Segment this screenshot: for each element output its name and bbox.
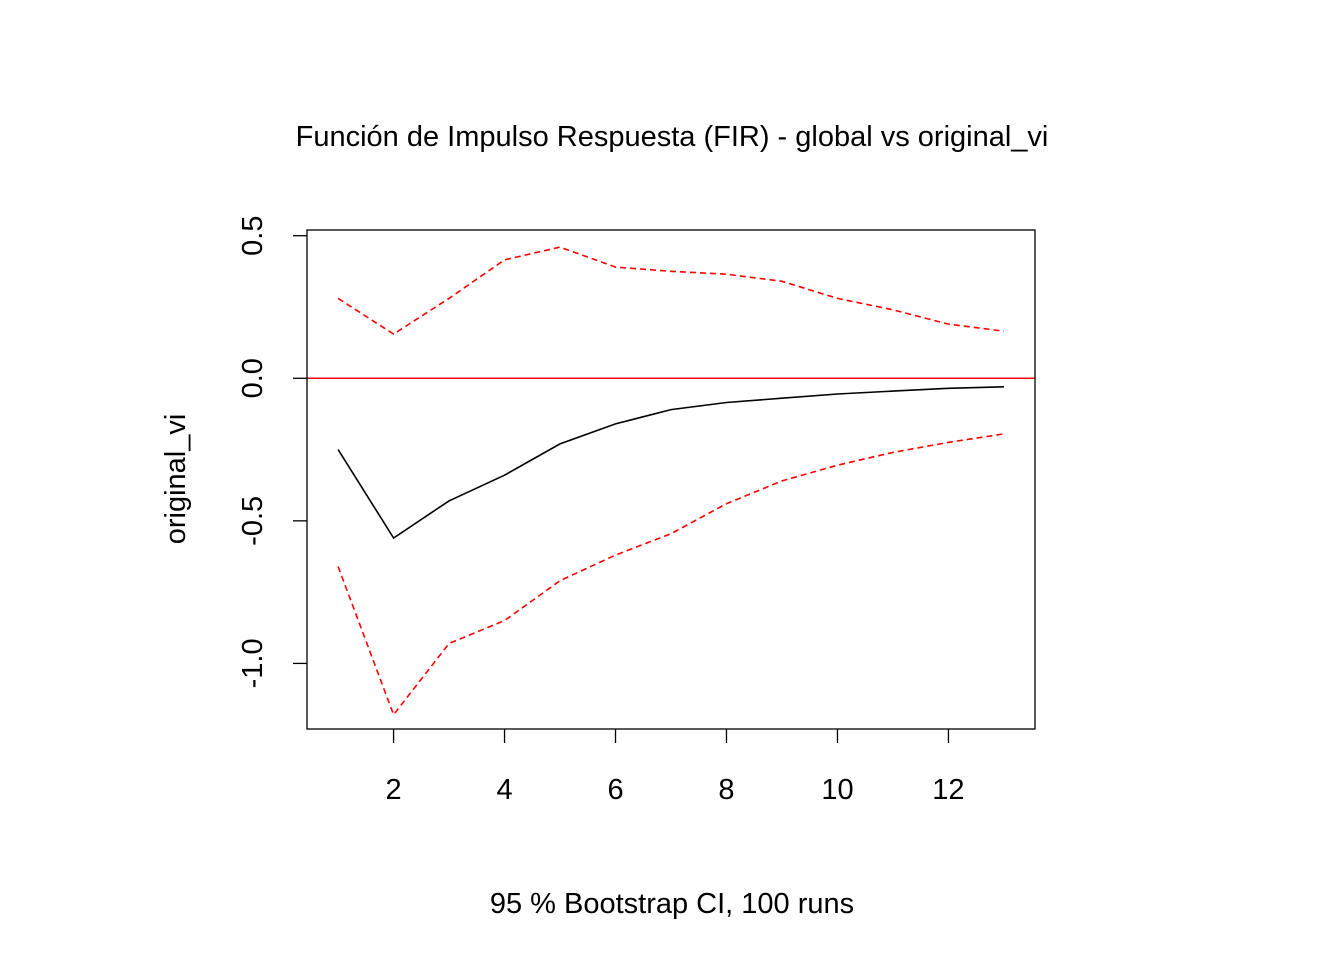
plot-area — [307, 246, 1035, 717]
y-axis-label: original_vi — [160, 414, 192, 545]
x-tick-label: 8 — [718, 774, 734, 806]
axes: 2 4 6 8 10 12 -1.0 -0.5 0.0 0.5 — [237, 216, 1036, 806]
x-tick-label: 2 — [385, 774, 401, 806]
x-axis-label: 95 % Bootstrap CI, 100 runs — [490, 888, 854, 920]
x-tick-label: 10 — [821, 774, 853, 806]
lower-ci-line — [337, 433, 1005, 717]
response-line — [337, 386, 1004, 540]
x-tick-label: 12 — [932, 774, 964, 806]
upper-ci-line — [337, 246, 1005, 336]
x-tick-label: 4 — [496, 774, 512, 806]
x-tick-label: 6 — [607, 774, 623, 806]
y-tick-label: -0.5 — [237, 496, 269, 546]
y-tick-label: -1.0 — [237, 638, 269, 688]
y-tick-label: 0.0 — [237, 358, 269, 398]
chart-title: Función de Impulso Respuesta (FIR) - glo… — [296, 121, 1049, 153]
plot-frame — [306, 229, 1036, 730]
y-tick-label: 0.5 — [237, 216, 269, 256]
